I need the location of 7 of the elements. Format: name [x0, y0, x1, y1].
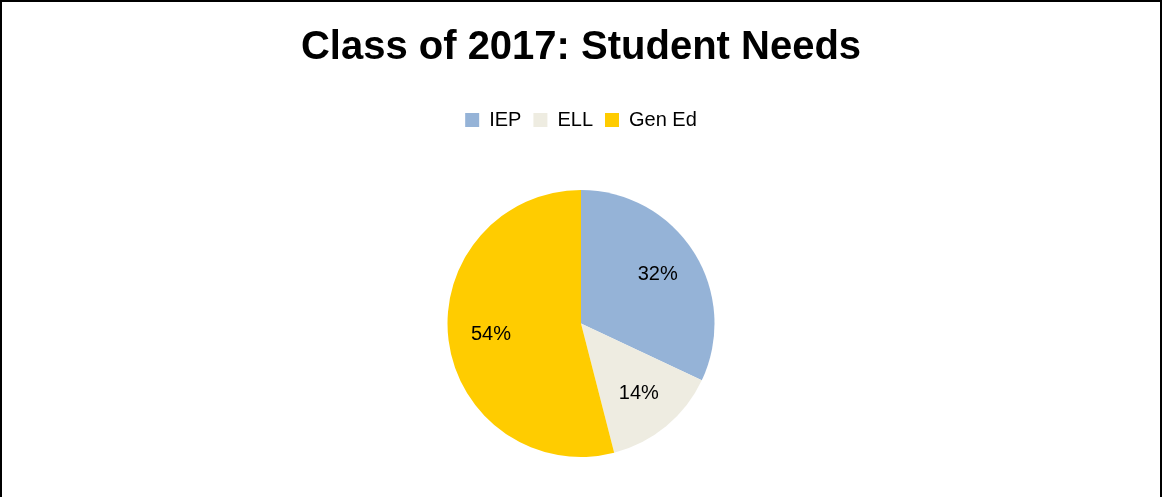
- legend-label: IEP: [489, 107, 522, 130]
- data-label: 54%: [470, 322, 512, 345]
- chart-title: Class of 2017: Student Needs: [300, 23, 862, 68]
- data-label: 14%: [618, 380, 660, 403]
- legend-label: Gen Ed: [629, 107, 697, 130]
- data-label: 32%: [637, 262, 678, 285]
- legend-label: ELL: [557, 107, 594, 130]
